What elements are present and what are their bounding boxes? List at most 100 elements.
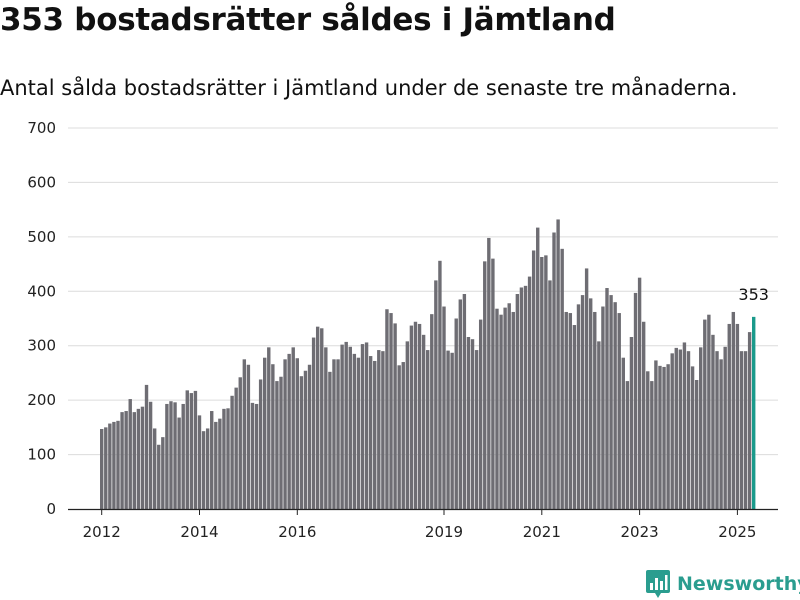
brand-name: Newsworthy bbox=[677, 573, 800, 595]
bar bbox=[621, 357, 625, 509]
bar bbox=[373, 360, 377, 509]
bar bbox=[605, 288, 609, 509]
bar bbox=[629, 337, 634, 509]
bar bbox=[144, 384, 149, 509]
highlight-value-label: 353 bbox=[738, 285, 769, 304]
bar-chart-logo-icon bbox=[646, 570, 670, 598]
bar bbox=[491, 258, 495, 509]
bar bbox=[723, 346, 727, 509]
bar bbox=[340, 344, 344, 509]
bar bbox=[495, 308, 499, 509]
bar bbox=[344, 341, 348, 509]
bar bbox=[633, 292, 638, 509]
bar bbox=[699, 347, 703, 509]
bar bbox=[454, 318, 458, 509]
bar bbox=[381, 351, 385, 509]
x-tick-label: 2023 bbox=[621, 523, 659, 541]
bar bbox=[597, 341, 601, 509]
bar bbox=[352, 353, 357, 509]
bar bbox=[222, 408, 226, 509]
bar bbox=[580, 295, 585, 509]
bar bbox=[124, 411, 128, 509]
bar bbox=[572, 325, 577, 509]
bar bbox=[100, 428, 104, 509]
bar bbox=[173, 402, 177, 509]
bar bbox=[405, 341, 410, 509]
bar bbox=[686, 351, 691, 509]
bar bbox=[466, 337, 471, 509]
bar bbox=[360, 344, 365, 509]
bar bbox=[735, 323, 740, 509]
bar bbox=[210, 411, 214, 509]
bar bbox=[593, 311, 597, 509]
chart-title: 353 bostadsrätter såldes i Jämtland bbox=[0, 2, 616, 38]
bar bbox=[576, 304, 581, 509]
bar bbox=[315, 326, 320, 509]
bar bbox=[564, 311, 568, 509]
bar bbox=[401, 362, 405, 509]
y-tick-label: 300 bbox=[27, 337, 56, 355]
x-tick-label: 2012 bbox=[83, 523, 121, 541]
bar bbox=[666, 364, 670, 509]
bar bbox=[287, 353, 291, 509]
bar bbox=[364, 342, 369, 509]
bar bbox=[230, 395, 234, 509]
bar bbox=[470, 339, 475, 509]
bar bbox=[617, 313, 621, 509]
bar bbox=[519, 287, 524, 509]
bar bbox=[662, 366, 666, 509]
bar bbox=[336, 359, 340, 509]
bar bbox=[356, 357, 361, 509]
bar bbox=[747, 332, 752, 509]
bar bbox=[499, 314, 503, 509]
bar bbox=[743, 351, 748, 509]
bar bbox=[307, 364, 312, 509]
bar bbox=[385, 309, 389, 509]
bar bbox=[250, 402, 255, 509]
x-tick-label: 2025 bbox=[718, 523, 756, 541]
bar bbox=[438, 260, 442, 509]
x-tick-label: 2019 bbox=[425, 523, 463, 541]
y-tick-label: 0 bbox=[46, 500, 56, 518]
bar bbox=[189, 393, 194, 509]
bar bbox=[625, 381, 630, 509]
bar bbox=[148, 401, 153, 509]
bar bbox=[157, 444, 161, 509]
bar bbox=[291, 347, 295, 509]
bar bbox=[214, 421, 218, 509]
bar bbox=[727, 323, 731, 509]
bar bbox=[169, 401, 173, 509]
bar bbox=[368, 356, 373, 509]
bar bbox=[503, 307, 507, 509]
x-tick-label: 2014 bbox=[180, 523, 218, 541]
bar bbox=[140, 406, 145, 509]
bar bbox=[430, 314, 434, 509]
bar bbox=[393, 323, 397, 509]
bar bbox=[462, 294, 467, 509]
bar bbox=[450, 352, 454, 509]
bar bbox=[474, 350, 479, 509]
bar bbox=[483, 261, 487, 509]
bar bbox=[275, 381, 279, 509]
bar bbox=[132, 412, 136, 509]
newsworthy-brand: Newsworthy bbox=[645, 568, 800, 600]
bar bbox=[389, 313, 393, 509]
y-tick-label: 400 bbox=[27, 282, 56, 300]
bar bbox=[218, 418, 222, 509]
y-tick-label: 500 bbox=[27, 228, 56, 246]
bar bbox=[654, 360, 658, 509]
bar bbox=[185, 390, 189, 509]
bar bbox=[560, 248, 564, 509]
bar bbox=[271, 364, 275, 509]
bar bbox=[246, 364, 251, 509]
bar bbox=[328, 371, 332, 509]
data-labels: 353 bbox=[738, 285, 769, 304]
y-tick-label: 100 bbox=[27, 446, 56, 464]
bar bbox=[161, 437, 165, 509]
bar bbox=[426, 350, 430, 509]
bar bbox=[739, 351, 744, 509]
bar bbox=[641, 321, 646, 509]
bar bbox=[238, 377, 242, 509]
bar bbox=[507, 303, 511, 509]
bar bbox=[646, 371, 650, 509]
